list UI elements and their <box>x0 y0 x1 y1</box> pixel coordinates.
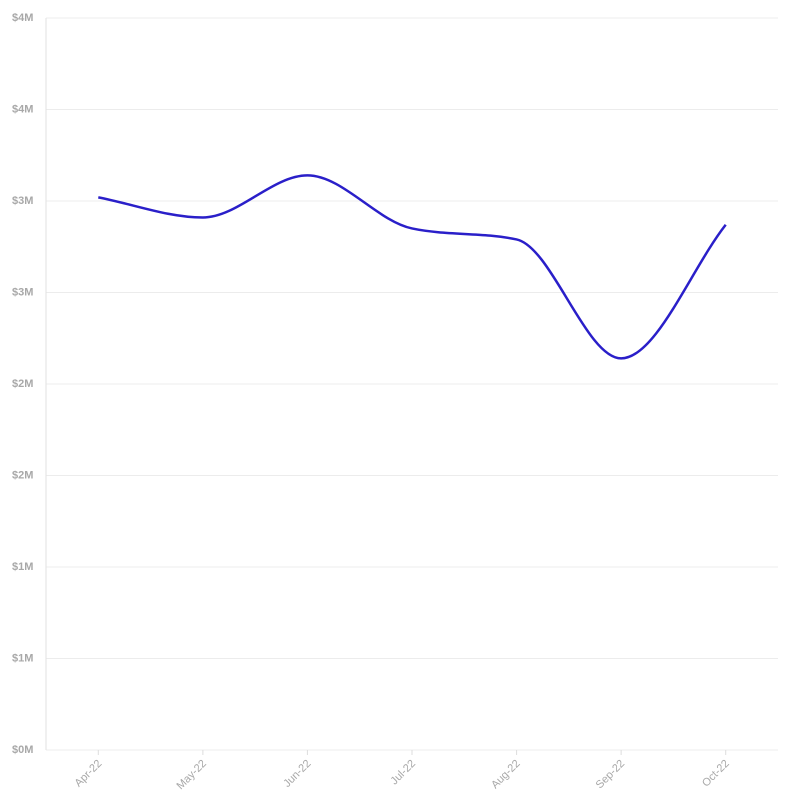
x-tick-label: May-22 <box>175 758 209 792</box>
y-tick-label: $2M <box>12 469 33 481</box>
y-tick-label: $1M <box>12 652 33 664</box>
x-tick-label: Aug-22 <box>489 758 523 792</box>
y-tick-label: $0M <box>12 744 33 756</box>
y-tick-label: $3M <box>12 195 33 207</box>
y-tick-label: $4M <box>12 12 33 24</box>
y-tick-label: $3M <box>12 286 33 298</box>
line <box>98 174 727 360</box>
x-tick-label: Jun-22 <box>281 758 313 790</box>
x-tick-label: Oct-22 <box>700 758 732 790</box>
y-tick-label: $4M <box>12 103 33 115</box>
y-tick-label: $2M <box>12 378 33 390</box>
y-tick-label: $1M <box>12 561 33 573</box>
x-tick-label: Sep-22 <box>594 758 628 792</box>
x-tick-label: Jul-22 <box>388 758 418 788</box>
x-tick-label: Apr-22 <box>73 758 105 790</box>
